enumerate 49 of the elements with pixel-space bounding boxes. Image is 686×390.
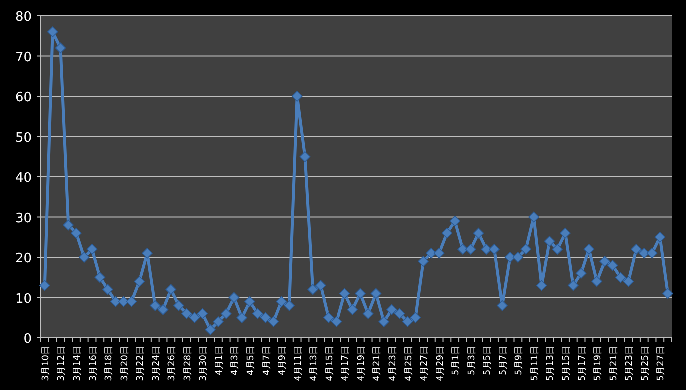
x-tick-label: 5月23日 <box>625 346 636 382</box>
y-tick-label: 70 <box>15 50 32 66</box>
x-tick-label: 3月22日 <box>136 346 146 382</box>
x-tick-label: 4月15日 <box>325 346 336 382</box>
x-tick-label: 5月21日 <box>609 346 620 382</box>
x-tick-label: 5月15日 <box>562 346 572 382</box>
x-tick-label: 5月19日 <box>594 346 604 382</box>
x-tick-label: 5月27日 <box>656 346 667 382</box>
x-tick-label: 3月16日 <box>88 346 99 382</box>
x-tick-label: 5月7日 <box>498 346 509 376</box>
x-tick-label: 5月1日 <box>452 346 462 376</box>
x-tick-label: 3月10日 <box>41 346 52 382</box>
y-tick-label: 10 <box>15 292 32 307</box>
x-tick-label: 5月5日 <box>483 346 494 376</box>
x-tick-label: 4月7日 <box>262 346 272 376</box>
y-tick-label: 50 <box>15 130 32 146</box>
x-tick-label: 4月9日 <box>278 346 288 376</box>
x-tick-label: 4月19日 <box>356 346 367 382</box>
x-tick-label: 3月28日 <box>183 346 194 382</box>
x-tick-label: 4月29日 <box>436 346 446 382</box>
x-tick-label: 5月25日 <box>640 346 651 382</box>
x-tick-label: 3月24日 <box>152 346 162 382</box>
x-tick-label: 5月17日 <box>578 346 588 382</box>
x-tick-label: 4月13日 <box>310 346 320 382</box>
x-tick-label: 4月17日 <box>341 346 352 382</box>
x-tick-label: 3月12日 <box>57 346 68 382</box>
x-tick-label: 3月26日 <box>168 346 178 382</box>
x-tick-label: 4月11日 <box>294 346 304 382</box>
y-tick-label: 80 <box>15 10 32 25</box>
x-tick-label: 4月21日 <box>372 346 383 382</box>
y-tick-label: 30 <box>15 211 32 226</box>
y-tick-label: 0 <box>24 332 32 347</box>
x-tick-label: 3月14日 <box>72 346 83 382</box>
x-tick-label: 4月3日 <box>230 346 241 376</box>
y-tick-label: 20 <box>15 252 32 266</box>
x-tick-label: 3月18日 <box>104 346 115 382</box>
x-tick-label: 4月27日 <box>420 346 430 382</box>
y-tick-label: 40 <box>15 171 32 186</box>
x-tick-label: 4月23日 <box>388 346 398 382</box>
x-tick-label: 3月30日 <box>199 346 210 382</box>
x-tick-label: 4月25日 <box>404 346 414 382</box>
y-tick-label: 60 <box>15 90 32 106</box>
x-tick-label: 3月20日 <box>120 346 130 382</box>
x-tick-label: 5月9日 <box>514 346 525 376</box>
x-tick-label: 4月1日 <box>214 346 225 376</box>
x-tick-label: 5月11日 <box>530 346 540 382</box>
x-tick-label: 5月3日 <box>467 346 478 376</box>
x-tick-label: 4月5日 <box>246 346 257 376</box>
x-tick-label: 5月13日 <box>546 346 556 382</box>
